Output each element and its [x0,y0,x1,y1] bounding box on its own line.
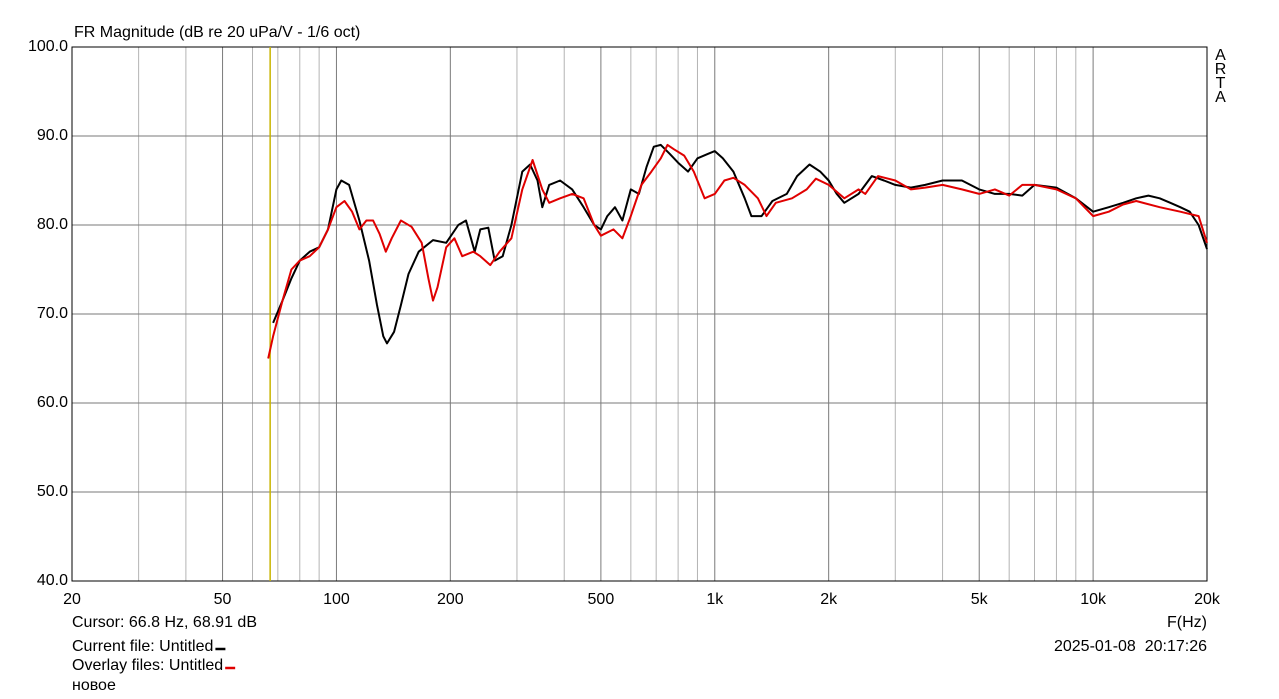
y-tick-label: 50.0 [37,483,68,500]
legend-label: Untitled [169,657,223,674]
y-tick-label: 70.0 [37,305,68,322]
x-tick-label: 50 [214,591,232,608]
x-tick-label: 200 [437,591,464,608]
overlay-files: Overlay files: Untitled [72,657,223,674]
x-tick-label: 500 [588,591,615,608]
chart-title: FR Magnitude (dB re 20 uPa/V - 1/6 oct) [74,24,360,41]
y-tick-label: 40.0 [37,572,68,589]
x-tick-label: 1k [706,591,724,608]
plot-frame [71,46,1208,582]
timestamp: 2025-01-08 20:17:26 [1054,638,1207,655]
current-file: Current file: Untitled [72,638,213,655]
x-tick-label: 100 [323,591,350,608]
side-label: ARTA [1212,47,1229,103]
y-tick-label: 100.0 [28,38,68,55]
y-tick-label: 60.0 [37,394,68,411]
x-tick-label: 10k [1080,591,1107,608]
x-tick-label: 20 [63,591,81,608]
x-tick-label: 2k [820,591,838,608]
series-line [267,143,1208,359]
x-axis-label: F(Hz) [1167,614,1207,631]
cursor-readout: Cursor: 66.8 Hz, 68.91 dB [72,614,257,631]
y-tick-label: 90.0 [37,127,68,144]
x-tick-label: 5k [971,591,989,608]
legend-label: Untitled [159,638,213,655]
x-tick-label: 20k [1194,591,1221,608]
y-tick-label: 80.0 [37,216,68,233]
overlay-files-label: Overlay files: [72,657,164,674]
current-file-label: Current file: [72,638,155,655]
overlay-extra: новое [72,677,116,694]
